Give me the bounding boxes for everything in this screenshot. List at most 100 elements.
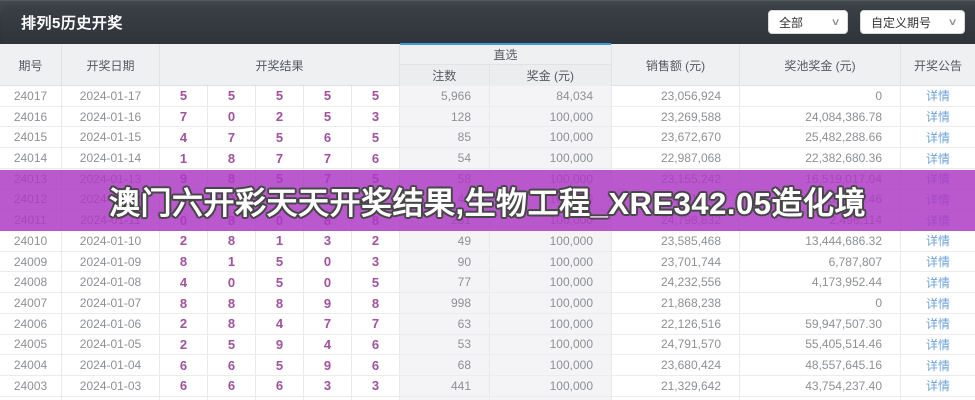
date-cell: 2024-01-12 (62, 189, 160, 210)
result-digit: 7 (256, 148, 304, 168)
bets-cell: 5,966 (400, 86, 490, 106)
date-cell: 2024-01-05 (62, 334, 160, 355)
result-digit: 9 (256, 334, 304, 355)
issue-cell: 24005 (0, 334, 62, 355)
notice-cell: 详情 (901, 231, 975, 251)
detail-link[interactable]: 详情 (925, 234, 950, 249)
pool-cell: 13,444,686.32 (740, 231, 901, 251)
result-digit: 8 (208, 168, 256, 189)
result-digit: 6 (352, 148, 400, 168)
issue-cell: 24009 (0, 251, 62, 272)
result-digit: 0 (256, 210, 304, 231)
date-cell: 2024-01-16 (62, 106, 160, 127)
filter-dropdown-custom-issue[interactable]: 自定义期号 ∨ (860, 10, 965, 34)
prize-cell: 100,000 (490, 376, 612, 396)
result-digit: 5 (208, 334, 256, 355)
bets-cell: 128 (400, 106, 490, 127)
bets-cell: 58 (400, 168, 490, 189)
detail-link[interactable]: 详情 (925, 172, 950, 187)
table-row (0, 396, 975, 400)
result-digit: 6 (160, 376, 208, 396)
header-pool: 奖池奖金 (元) (740, 44, 901, 86)
pool-cell: 16,519,017.04 (740, 168, 901, 189)
detail-link[interactable]: 详情 (925, 130, 950, 145)
result-digit: 5 (256, 168, 304, 189)
pool-cell: 24,084,386.78 (740, 106, 901, 127)
result-digit: 7 (352, 313, 400, 334)
issue-cell: 24004 (0, 355, 62, 376)
table-row: 24014 2024-01-14 1 8 7 7 6 54 100,000 22,987,068 2… (0, 148, 975, 169)
bets-cell: 90 (400, 251, 490, 272)
prize-cell: 84,034 (490, 86, 612, 106)
result-digit: 2 (256, 106, 304, 127)
header-zhixuan-group: 直选 注数 奖金 (元) (400, 43, 612, 86)
detail-link[interactable]: 详情 (925, 275, 950, 290)
notice-cell: 详情 (901, 127, 975, 147)
bets-cell: 54 (400, 148, 490, 168)
detail-link[interactable]: 详情 (925, 151, 950, 166)
detail-link[interactable]: 详情 (925, 110, 950, 125)
filter-dropdown-all[interactable]: 全部 ∨ (768, 10, 848, 34)
result-digit: 5 (304, 86, 352, 106)
header-zhixuan-label: 直选 (400, 44, 611, 65)
detail-link[interactable]: 详情 (925, 192, 950, 207)
prize-cell: 100,000 (490, 251, 612, 272)
chevron-down-icon: ∨ (830, 16, 841, 28)
empty-cell (400, 396, 490, 400)
pool-cell: 25,482,288.66 (740, 127, 901, 148)
bets-cell: 231 (400, 210, 490, 231)
pool-cell: 0 (740, 293, 901, 313)
detail-link[interactable]: 详情 (925, 89, 950, 104)
notice-cell: 详情 (901, 314, 975, 334)
issue-cell: 24007 (0, 293, 62, 313)
detail-link[interactable]: 详情 (925, 213, 950, 228)
bets-cell: 998 (400, 293, 490, 313)
header-issue: 期号 (0, 44, 62, 86)
detail-link[interactable]: 详情 (925, 337, 950, 352)
result-digit: 6 (256, 376, 304, 396)
result-digit: 7 (160, 106, 208, 127)
zhixuan-accent-line (400, 43, 611, 45)
result-digit: 5 (352, 272, 400, 293)
detail-link[interactable]: 详情 (925, 296, 950, 311)
prize-cell: 100,000 (490, 148, 612, 168)
detail-link[interactable]: 详情 (925, 379, 950, 394)
result-digit: 0 (304, 272, 352, 293)
result-digit: 8 (160, 251, 208, 272)
issue-cell: 24012 (0, 189, 62, 210)
result-digit: 8 (304, 210, 352, 231)
header-result: 开奖结果 (160, 44, 400, 86)
date-cell: 2024-01-03 (62, 376, 160, 396)
issue-cell: 24013 (0, 168, 62, 189)
sales-cell: 21,329,642 (612, 376, 740, 396)
sales-cell: 23,585,468 (612, 231, 740, 251)
table-row: 24016 2024-01-16 7 0 2 5 3 128 100,000 23,269,588… (0, 106, 975, 128)
notice-cell: 详情 (901, 210, 975, 230)
result-digit: 6 (304, 127, 352, 148)
result-digit: 0 (208, 106, 256, 127)
detail-link[interactable]: 详情 (925, 255, 950, 270)
result-digit: 5 (256, 189, 304, 210)
header-bets: 注数 (400, 65, 490, 86)
table-header: 期号 开奖日期 开奖结果 直选 注数 奖金 (元) 销售额 (元) 奖池奖金 (… (0, 43, 975, 86)
result-digit: 5 (208, 86, 256, 106)
sales-cell: 23,680,424 (612, 355, 740, 376)
prize-cell: 100,000 (490, 127, 612, 148)
prize-cell: 100,000 (490, 293, 612, 313)
sales-cell: 24,798,832 (612, 210, 740, 231)
prize-cell: 100,000 (490, 106, 612, 127)
result-digit: 5 (256, 355, 304, 376)
prize-cell: 100,000 (490, 355, 612, 376)
empty-cell (62, 396, 160, 400)
bets-cell: 77 (400, 272, 490, 293)
result-digit: 8 (160, 293, 208, 313)
result-digit: 1 (208, 251, 256, 272)
detail-link[interactable]: 详情 (925, 317, 950, 332)
pool-cell: 48,557,645.16 (740, 355, 901, 376)
result-digit: 9 (160, 168, 208, 189)
bets-cell: 85 (400, 127, 490, 148)
prize-cell: 100,000 (490, 168, 612, 189)
detail-link[interactable]: 详情 (925, 358, 950, 373)
sales-cell: 24,232,556 (612, 272, 740, 293)
